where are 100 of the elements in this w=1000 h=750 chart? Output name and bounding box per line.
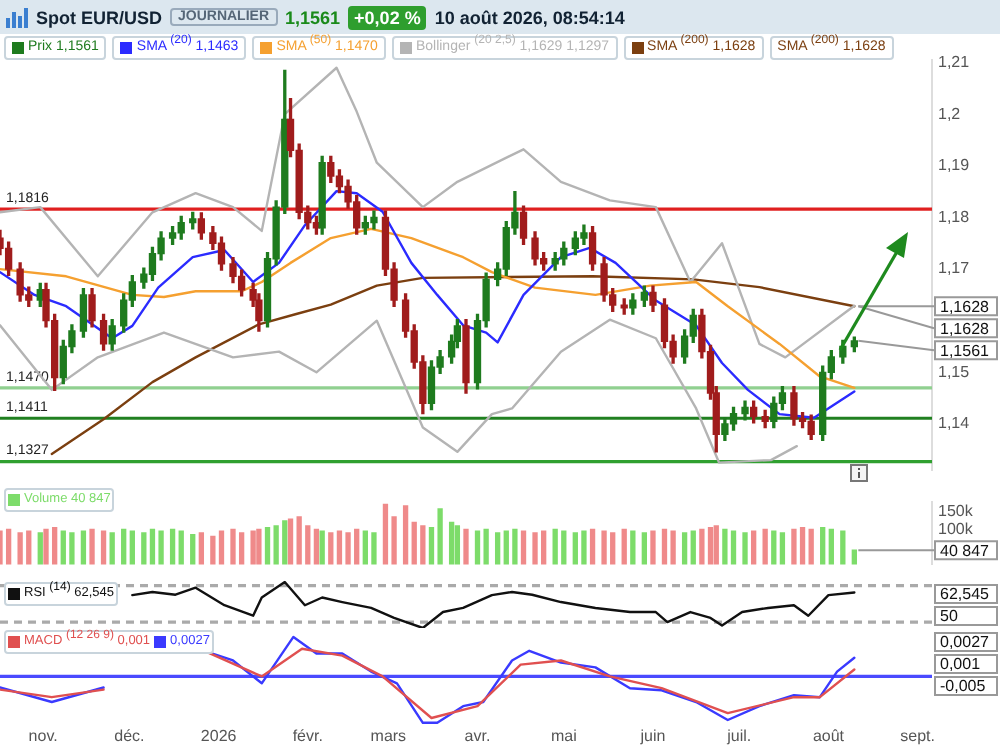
y-tick-label: 1,14 xyxy=(938,414,971,433)
bar xyxy=(382,503,389,565)
y-tick-label: 1,21 xyxy=(938,52,971,71)
x-tick-label: mai xyxy=(550,726,578,745)
bar xyxy=(448,521,455,565)
y-tick-label: 150k xyxy=(938,502,975,521)
y-tick-label: 1,18 xyxy=(938,207,971,226)
bar xyxy=(336,530,343,565)
text: +0,02 % xyxy=(348,5,427,29)
bar xyxy=(210,535,216,565)
annotation: 1,1628 xyxy=(940,319,991,338)
x-tick-label: nov. xyxy=(28,726,58,745)
annotation: 40 847 xyxy=(940,541,991,560)
bar xyxy=(828,528,834,565)
bar xyxy=(158,530,164,565)
bar xyxy=(178,530,184,565)
bar xyxy=(80,530,87,565)
x-tick-label: août xyxy=(812,726,846,745)
bar xyxy=(121,528,127,565)
bar xyxy=(198,532,205,565)
bar xyxy=(494,532,501,565)
bar xyxy=(51,527,58,565)
bar xyxy=(641,532,648,565)
bar xyxy=(589,528,596,565)
bar xyxy=(851,549,857,565)
bar xyxy=(69,532,75,565)
bar xyxy=(561,530,567,565)
text: -0,005 xyxy=(940,677,987,696)
bar xyxy=(820,527,826,565)
text: 10 août 2026, 08:54:14 xyxy=(434,7,625,27)
bar xyxy=(129,530,135,565)
bar xyxy=(762,528,768,565)
bar xyxy=(799,527,806,565)
bar xyxy=(37,532,43,565)
text: 0,0027 xyxy=(940,633,991,652)
bar xyxy=(520,530,527,565)
text: 1,1561 xyxy=(285,7,341,27)
bar xyxy=(100,530,107,565)
bar xyxy=(287,518,294,565)
bar xyxy=(840,530,846,565)
bar xyxy=(601,530,607,565)
x-tick-label: juil. xyxy=(725,726,752,745)
bar xyxy=(661,528,668,565)
bar xyxy=(43,528,49,565)
bar xyxy=(345,532,351,565)
x-tick-label: juin xyxy=(638,726,666,745)
annotation: 1,1561 xyxy=(940,341,991,360)
bar xyxy=(256,528,262,565)
text: 50 xyxy=(940,607,959,626)
bar xyxy=(552,528,558,565)
bar xyxy=(250,530,256,565)
bar xyxy=(454,525,461,565)
bar xyxy=(420,525,426,565)
bar xyxy=(402,505,409,565)
bar xyxy=(313,528,320,565)
bar xyxy=(707,527,714,565)
bar xyxy=(463,528,469,565)
text: 62,545 xyxy=(940,585,991,604)
x-tick-label: févr. xyxy=(292,726,323,745)
bar xyxy=(532,532,538,565)
bar xyxy=(779,532,786,565)
bar xyxy=(149,528,156,565)
bar xyxy=(190,534,196,565)
bar xyxy=(722,528,728,565)
bar xyxy=(699,528,705,565)
bar xyxy=(273,525,279,565)
annotation: 1,1628 xyxy=(940,297,991,316)
y-tick-label: 1,2 xyxy=(938,104,962,123)
bar xyxy=(621,528,627,565)
bar xyxy=(808,528,814,565)
chart-title: Spot EUR/USD xyxy=(36,7,162,27)
bar xyxy=(771,530,777,565)
bar xyxy=(650,530,656,565)
y-tick-label: 1,15 xyxy=(938,362,971,381)
bar xyxy=(630,530,636,565)
y-tick-label: 1,17 xyxy=(938,259,971,278)
bar xyxy=(690,530,696,565)
y-tick-label: 100k xyxy=(938,519,975,538)
x-tick-label: sept. xyxy=(900,726,935,745)
bar xyxy=(238,532,245,565)
bar xyxy=(17,532,23,565)
bar xyxy=(5,528,12,565)
bar xyxy=(681,532,688,565)
bar xyxy=(437,508,443,565)
bar xyxy=(319,530,325,565)
x-tick-label: 2026 xyxy=(200,726,238,745)
bar xyxy=(264,527,271,565)
bar xyxy=(89,528,95,565)
x-tick-label: déc. xyxy=(114,726,145,745)
bar xyxy=(713,525,719,565)
bar xyxy=(169,528,176,565)
bar xyxy=(742,532,748,565)
bar xyxy=(371,532,377,565)
bar xyxy=(296,516,302,565)
bar xyxy=(141,532,147,565)
x-tick-label: mars xyxy=(370,726,407,745)
bar xyxy=(230,528,236,565)
bar xyxy=(750,530,757,565)
bar xyxy=(670,530,676,565)
bar xyxy=(474,530,481,565)
